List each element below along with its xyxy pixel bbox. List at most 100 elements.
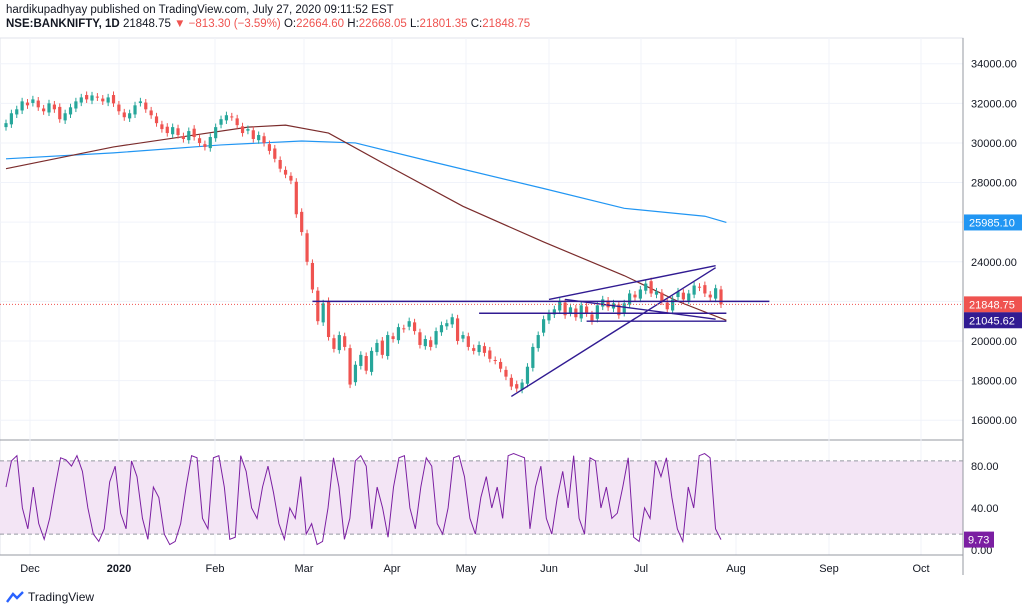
candle-body [552, 309, 556, 315]
candle-body [214, 127, 218, 139]
price-label-box [964, 312, 1022, 329]
candle-body [310, 262, 315, 290]
time-tick-label: Aug [726, 563, 746, 575]
candle-body [278, 159, 282, 169]
tradingview-logo[interactable]: TradingView [6, 590, 94, 604]
candle-body [595, 305, 599, 319]
candle-body [660, 292, 664, 302]
rsi-label-text: 9.73 [968, 535, 989, 547]
candle-body [321, 303, 325, 323]
candle-body [224, 115, 229, 121]
trendline [510, 267, 716, 398]
candle-body [622, 303, 626, 313]
candle-body [294, 181, 298, 215]
candle-body [455, 318, 460, 341]
candle-body [601, 299, 605, 307]
candle-body [246, 129, 250, 131]
candle-body [316, 290, 320, 322]
candle-body [509, 377, 513, 387]
candle-body [144, 102, 148, 110]
candle-body [407, 321, 411, 327]
rsi-label-box [964, 531, 994, 548]
time-tick-label: Mar [295, 563, 314, 575]
time-tick-label: May [456, 563, 477, 575]
candle-body [262, 136, 266, 143]
candle-body [133, 105, 137, 115]
candle-body [665, 302, 669, 310]
last-price: 21848.75 [122, 18, 171, 30]
candle-body [498, 361, 503, 369]
trendlines [0, 265, 963, 398]
candle-body [676, 291, 680, 298]
price-tick-label: 34000.00 [971, 59, 1017, 71]
ma100-line [5, 124, 727, 321]
candle-body [380, 340, 384, 355]
candle-body [138, 101, 142, 103]
candle-body [160, 124, 164, 130]
candle-body [326, 300, 331, 338]
axes: 34000.0032000.0030000.0028000.0026000.00… [0, 38, 1017, 575]
candle-body [165, 126, 169, 134]
trendline [565, 298, 716, 320]
candle-body [79, 97, 83, 103]
candle-body [337, 335, 341, 351]
candle-body [714, 288, 718, 299]
candle-body [423, 339, 427, 347]
candle-body [633, 294, 637, 298]
candle-body [482, 346, 487, 353]
rsi-tick-label: 40.00 [971, 503, 999, 515]
candle-body [671, 299, 675, 311]
time-tick-label: Dec [20, 563, 40, 575]
rsi-pane [5, 453, 722, 546]
price-tick-label: 20000.00 [971, 336, 1017, 348]
candle-body [429, 340, 433, 347]
price-label-text: 21045.62 [969, 315, 1015, 327]
candle-body [412, 322, 417, 332]
candle-body [402, 328, 406, 330]
candle-body [606, 300, 610, 308]
candle-body [488, 350, 492, 359]
candle-body [187, 131, 191, 141]
close-label: C: [470, 18, 483, 30]
moving-averages [5, 124, 727, 321]
candle-body [90, 95, 94, 101]
candle-body [208, 137, 212, 149]
low-value: 21801.35 [419, 18, 468, 30]
candle-body [617, 304, 621, 316]
candle-body [42, 108, 46, 112]
open-label: O: [283, 18, 297, 30]
candle-body [235, 118, 239, 126]
price-change: ▼ −813.30 (−3.59%) [174, 18, 281, 30]
candle-body [375, 342, 379, 353]
candle-body [568, 307, 573, 313]
symbol-label: NSE:BANKNIFTY, 1D [6, 18, 120, 30]
chart-svg[interactable]: 34000.0032000.0030000.0028000.0026000.00… [0, 0, 1023, 590]
candle-body [181, 136, 186, 139]
candle-body [192, 128, 196, 138]
candle-body [289, 175, 293, 181]
symbol-line: NSE:BANKNIFTY, 1D 21848.75 ▼ −813.30 (−3… [6, 18, 530, 30]
candle-body [493, 359, 497, 361]
price-tick-label: 30000.00 [971, 138, 1017, 150]
close-value: 21848.75 [482, 18, 531, 30]
candle-body [638, 289, 642, 299]
candle-body [128, 113, 132, 119]
candle-body [450, 317, 454, 325]
candle-body [176, 128, 180, 136]
candle-body [708, 294, 712, 298]
price-tick-label: 28000.00 [971, 178, 1017, 190]
candle-body [25, 102, 30, 106]
candle-body [149, 110, 153, 116]
high-value: 22668.05 [358, 18, 407, 30]
candle-body [300, 211, 304, 233]
candle-body [171, 127, 175, 135]
candle-body [95, 96, 99, 98]
candle-body [439, 325, 444, 333]
candle-body [525, 366, 530, 384]
candle-body [531, 346, 535, 368]
candle-body [36, 100, 40, 108]
trendline [548, 265, 716, 301]
candle-body [273, 148, 277, 159]
candle-body [219, 119, 223, 125]
